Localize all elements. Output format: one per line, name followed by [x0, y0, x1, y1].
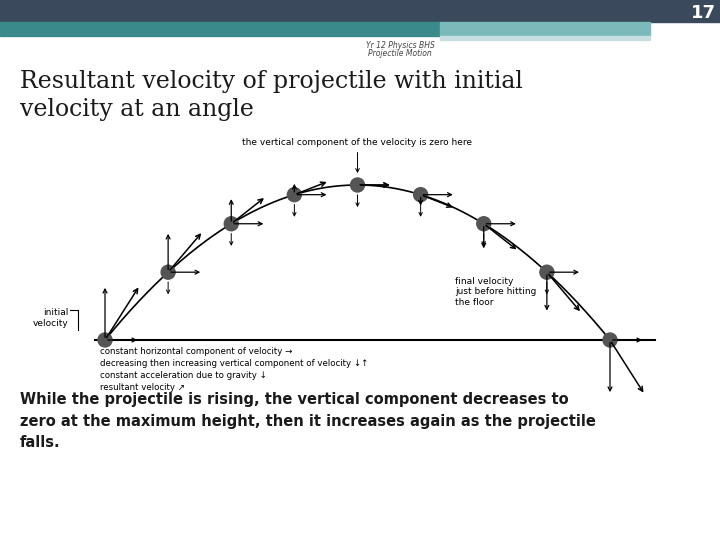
Text: the vertical component of the velocity is zero here: the vertical component of the velocity i…: [243, 138, 472, 172]
Bar: [440, 22, 650, 36]
Text: 17: 17: [690, 4, 716, 22]
Text: final velocity
just before hitting
the floor: final velocity just before hitting the f…: [455, 277, 536, 307]
Circle shape: [477, 217, 491, 231]
Circle shape: [603, 333, 617, 347]
Bar: [440, 36, 650, 40]
Text: constant horizontal component of velocity →: constant horizontal component of velocit…: [100, 347, 292, 356]
Text: Yr 12 Physics BHS: Yr 12 Physics BHS: [366, 42, 434, 51]
Text: initial
velocity: initial velocity: [32, 308, 68, 328]
Circle shape: [540, 265, 554, 279]
Circle shape: [161, 265, 175, 279]
Text: resultant velocity ↗: resultant velocity ↗: [100, 383, 185, 392]
Circle shape: [287, 188, 302, 201]
Text: Resultant velocity of projectile with initial
velocity at an angle: Resultant velocity of projectile with in…: [20, 70, 523, 122]
Circle shape: [224, 217, 238, 231]
Text: Projectile Motion: Projectile Motion: [368, 50, 432, 58]
Bar: [0, 22, 440, 36]
Bar: [0, 0, 720, 22]
Text: constant acceleration due to gravity ↓: constant acceleration due to gravity ↓: [100, 371, 267, 380]
Text: While the projectile is rising, the vertical component decreases to
zero at the : While the projectile is rising, the vert…: [20, 392, 596, 450]
Text: decreasing then increasing vertical component of velocity ↓↑: decreasing then increasing vertical comp…: [100, 359, 369, 368]
Circle shape: [413, 188, 428, 201]
Circle shape: [98, 333, 112, 347]
Circle shape: [351, 178, 364, 192]
